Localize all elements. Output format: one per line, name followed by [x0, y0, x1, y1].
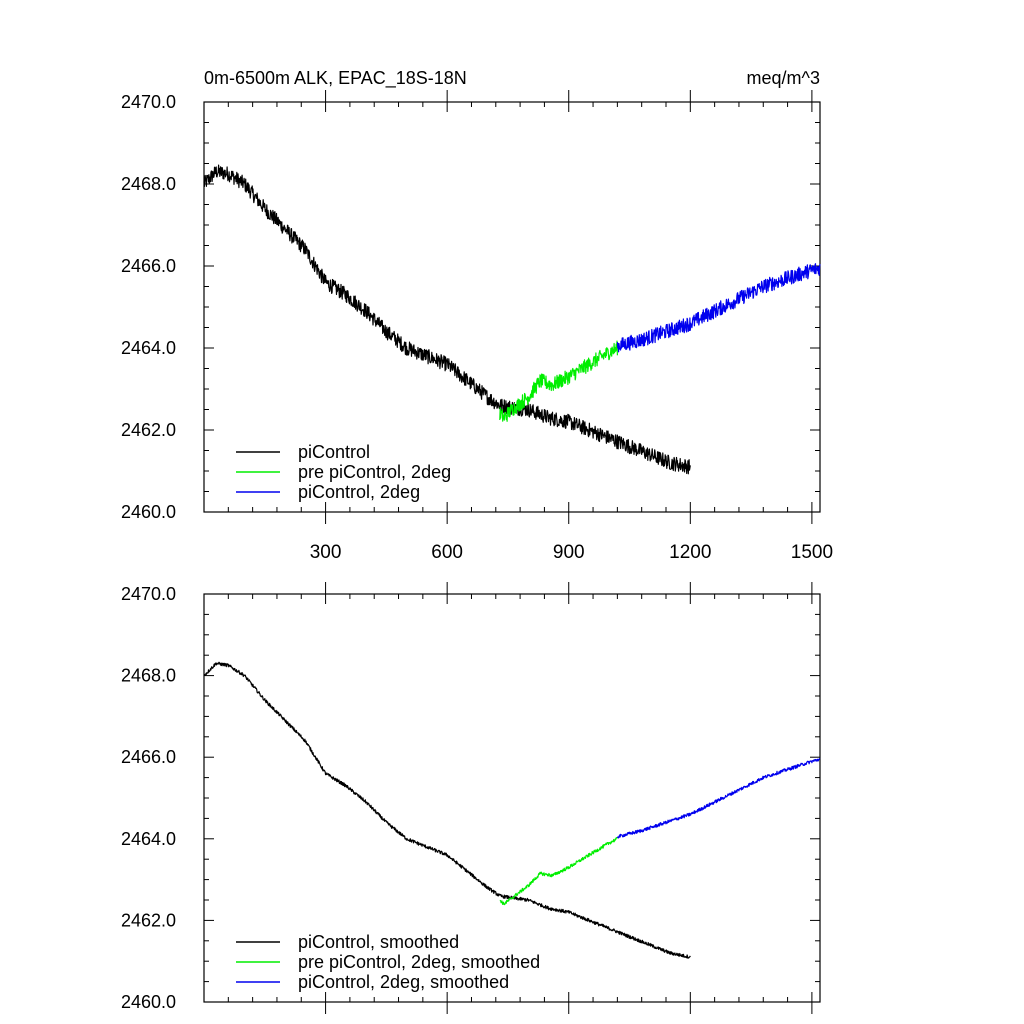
y-tick-label: 2464.0: [121, 338, 176, 358]
legend-label: piControl, 2deg, smoothed: [298, 972, 509, 992]
legend-label: piControl, 2deg: [298, 482, 420, 502]
y-tick-label: 2460.0: [121, 992, 176, 1012]
chart-title: 0m-6500m ALK, EPAC_18S-18N: [204, 68, 467, 89]
legend-label: piControl, smoothed: [298, 932, 459, 952]
y-tick-label: 2466.0: [121, 256, 176, 276]
series-line-2: [616, 263, 821, 353]
x-tick-label: 600: [431, 542, 463, 563]
series-line-0: [203, 661, 691, 959]
x-tick-label: 1200: [669, 542, 711, 563]
legend-label: pre piControl, 2deg, smoothed: [298, 952, 540, 972]
series-line-1: [499, 837, 618, 906]
y-tick-label: 2466.0: [121, 747, 176, 767]
y-tick-label: 2470.0: [121, 92, 176, 112]
series-line-1: [499, 340, 618, 422]
series-line-0: [203, 164, 691, 475]
y-tick-label: 2468.0: [121, 666, 176, 686]
x-tick-label: 900: [553, 542, 585, 563]
y-tick-label: 2462.0: [121, 420, 176, 440]
series-line-2: [616, 757, 821, 839]
y-tick-label: 2468.0: [121, 174, 176, 194]
y-tick-label: 2462.0: [121, 910, 176, 930]
legend-label: piControl: [298, 442, 370, 462]
x-tick-label: 1500: [791, 542, 833, 563]
bottom-panel: 2460.0 2462.0 2464.0 2466.0 2468.0 2470.0 piCo…: [121, 582, 821, 1014]
x-tick-label: 300: [310, 542, 342, 563]
plot-frame: [203, 593, 821, 1003]
legend-label: pre piControl, 2deg: [298, 462, 451, 482]
chart-units: meq/m^3: [747, 68, 820, 88]
y-tick-label: 2464.0: [121, 829, 176, 849]
y-tick-label: 2460.0: [121, 502, 176, 522]
top-panel: 2460.0 2462.0 2464.0 2466.0 2468.0 2470.0 300 6…: [121, 90, 833, 563]
y-tick-label: 2470.0: [121, 584, 176, 604]
